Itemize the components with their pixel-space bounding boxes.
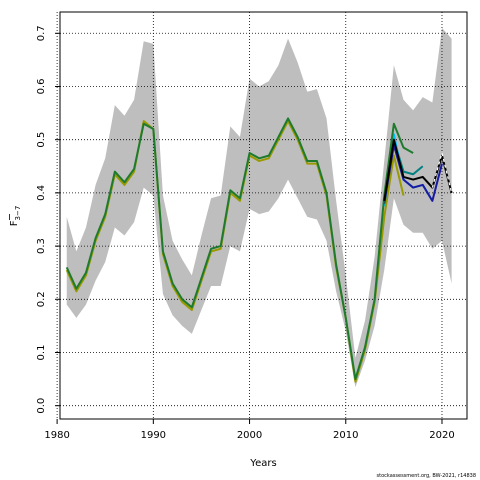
series-line-5 (65, 117, 414, 381)
x-tick-label: 2010 (333, 430, 358, 441)
axis-ticks: 1980 1990 2000 2010 2020 0.0 0.1 0.2 0.3 0.4 0.5 0.… (36, 25, 455, 441)
x-axis-title: Years (249, 458, 276, 469)
series-line-6 (383, 138, 453, 202)
y-tick-label: 0.6 (36, 79, 47, 95)
svg-text:F3−7: F3−7 (9, 206, 22, 227)
confidence-band-area (66, 27, 452, 388)
y-axis-title-sub: 3−7 (14, 206, 22, 221)
confidence-band (66, 27, 452, 388)
y-tick-label: 0.3 (36, 238, 47, 254)
y-axis-title: F3−7 (9, 206, 22, 227)
x-tick-label: 2000 (237, 430, 262, 441)
footnote: stockassessment.org, BW-2021, r14838 (377, 473, 476, 479)
y-tick-label: 0.2 (36, 291, 47, 307)
y-tick-label: 0.5 (36, 132, 47, 148)
grid (56, 12, 467, 419)
plot-frame (59, 11, 468, 420)
y-axis-title-main: F (9, 220, 20, 226)
x-tick-label: 1990 (141, 430, 166, 441)
y-tick-label: 0.0 (36, 398, 47, 414)
y-tick-label: 0.1 (36, 345, 47, 361)
series-lines (65, 117, 453, 383)
x-tick-label: 2020 (429, 430, 454, 441)
y-tick-label: 0.4 (36, 185, 47, 201)
y-tick-label: 0.7 (36, 25, 47, 41)
x-tick-label: 1980 (44, 430, 69, 441)
